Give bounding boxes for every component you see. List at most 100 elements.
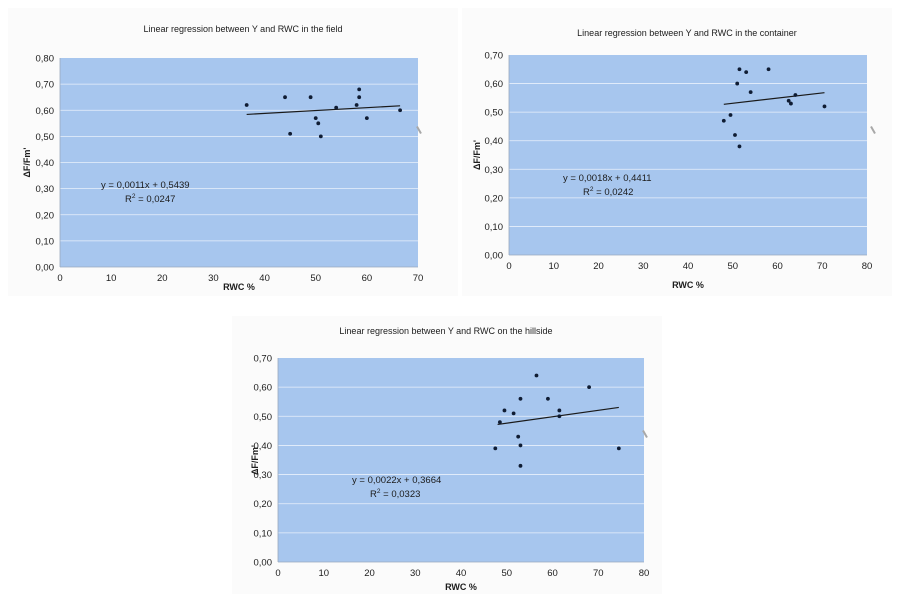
r-squared-value: = 0,0323 [381,489,421,500]
y-tick-label: 0,30 [254,470,273,481]
chart-title: Linear regression between Y and RWC in t… [577,28,797,38]
y-tick-label: 0,30 [485,165,504,176]
trend-line [246,105,401,116]
y-tick-label: 0,40 [36,158,55,169]
r-squared-label: R2 = 0,0323 [370,488,420,500]
regression-equation: y = 0,0011x + 0,5439 [101,180,190,191]
x-tick-label: 10 [106,273,117,284]
data-point [364,116,369,120]
x-tick-label: 0 [275,568,280,579]
y-tick-label: 0,00 [485,251,504,262]
x-tick-label: 20 [364,568,375,579]
y-tick-label: 0,10 [485,222,504,233]
x-axis-label: RWC % [445,582,477,592]
x-tick-label: 50 [310,273,321,284]
x-axis-label: RWC % [223,282,255,292]
y-tick-label: 0,50 [254,412,273,423]
x-axis-label: RWC % [672,280,704,290]
r-squared-symbol: R [125,194,132,205]
y-tick-label: 0,10 [36,236,55,247]
x-tick-label: 0 [57,273,62,284]
data-point [557,414,562,419]
chart-container: 0,00 0,10 0,20 0,30 0,40 0,50 0,60 0,70 0 10 20 30 4… [462,8,892,296]
chart-hillside-svg: 0,00 0,10 0,20 0,30 0,40 0,50 0,60 0,70 0 10 20 30 4… [250,326,650,592]
y-axis-label: ΔF/Fm' [250,445,260,475]
r-squared-exponent: 2 [590,186,594,193]
data-point [357,95,362,100]
y-tick-label: 0,20 [36,210,55,221]
y-tick-label: 0,30 [36,184,55,195]
x-tick-label: 40 [456,568,467,579]
x-tick-label: 60 [362,273,373,284]
data-point [793,93,798,97]
data-point [244,103,249,107]
regression-equation: y = 0,0018x + 0,4411 [563,173,652,184]
x-tick-label: 80 [862,261,873,272]
y-tick-label: 0,50 [36,132,55,143]
y-tick-label: 0,70 [36,80,55,91]
data-point [737,67,742,72]
data-point [721,118,726,123]
r-squared-exponent: 2 [377,488,381,495]
r-squared-label: R2 = 0,0247 [125,193,175,205]
x-tick-label: 10 [318,568,329,579]
plot-area [509,55,867,255]
chart-field-svg: 0,00 0,10 0,20 0,30 0,40 0,50 0,60 0,70 0,80 0 10 2… [22,24,424,292]
y-tick-label: 0,70 [485,51,504,62]
x-tick-label: 40 [683,261,694,272]
r-squared-label: R2 = 0,0242 [583,186,633,198]
data-point [737,144,742,149]
data-point [744,70,749,75]
data-point [748,90,753,95]
x-tick-label: 30 [208,273,219,284]
x-tick-label: 20 [593,261,604,272]
y-axis-label: ΔF/Fm' [472,140,482,170]
y-tick-label: 0,70 [254,354,273,365]
data-point [518,396,523,401]
regression-equation: y = 0,0022x + 0,3664 [352,475,441,486]
data-point [308,95,313,100]
data-point [497,420,502,425]
y-tick-label: 0,50 [485,108,504,119]
chart-hillside: 0,00 0,10 0,20 0,30 0,40 0,50 0,60 0,70 0 10 20 30 4… [232,316,662,594]
y-axis-label: ΔF/Fm' [22,147,32,177]
data-point [288,131,293,136]
x-tick-label: 50 [501,568,512,579]
y-tick-label: 0,60 [485,79,504,90]
x-tick-label: 50 [727,261,738,272]
data-point [822,104,827,109]
x-tick-label: 60 [547,568,558,579]
y-tick-label: 0,10 [254,528,273,539]
x-tick-label: 30 [410,568,421,579]
data-point [334,105,339,110]
r-squared-symbol: R [370,489,377,500]
data-point [283,95,287,100]
x-tick-label: 0 [506,261,511,272]
x-tick-label: 10 [548,261,559,272]
data-point [733,133,737,137]
data-point [786,98,791,103]
data-point [735,81,740,86]
data-point [789,101,793,106]
r-squared-symbol: R [583,187,590,198]
r-squared-value: = 0,0242 [594,187,634,198]
x-tick-label: 80 [639,568,650,579]
chart-container-svg: 0,00 0,10 0,20 0,30 0,40 0,50 0,60 0,70 0 10 20 30 4… [472,28,873,290]
data-point [398,108,402,113]
data-point [587,385,591,390]
data-point [766,67,771,72]
y-tick-label: 0,40 [485,136,504,147]
x-tick-label: 20 [157,273,168,284]
y-tick-label: 0,60 [36,106,55,117]
y-tick-label: 0,80 [36,54,55,65]
chart-title: Linear regression between Y and RWC on t… [339,326,552,336]
y-tick-label: 0,60 [254,383,273,394]
data-point [534,373,539,378]
data-point [518,443,523,448]
data-point [493,446,498,451]
y-tick-label: 0,20 [485,193,504,204]
r-squared-exponent: 2 [132,193,136,200]
x-tick-label: 70 [413,273,424,284]
plot-area [278,358,644,562]
x-tick-label: 60 [772,261,783,272]
